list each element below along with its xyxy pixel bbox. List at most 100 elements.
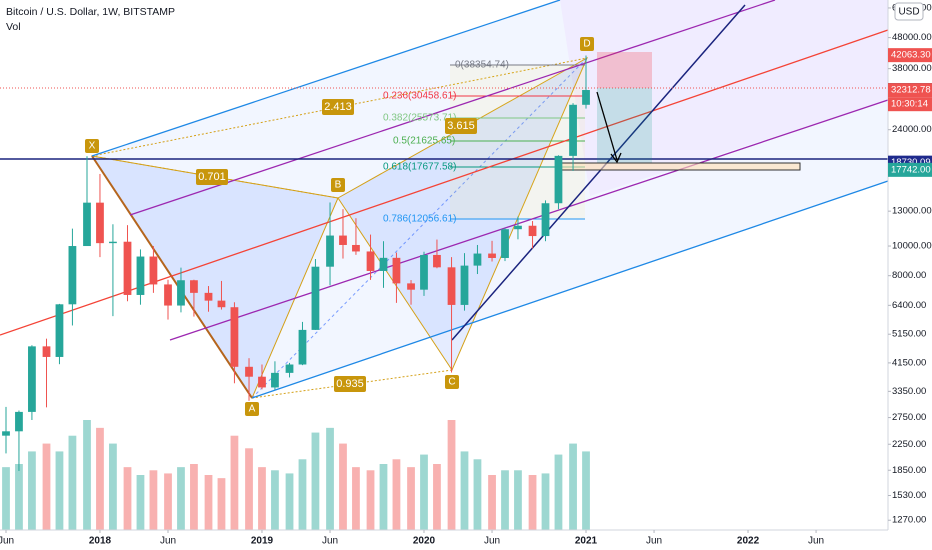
candle-body xyxy=(15,411,23,432)
channel-purple-lower xyxy=(169,99,889,341)
price-tag xyxy=(888,162,932,177)
ratio-label: 2.413 xyxy=(324,101,352,113)
candle-body xyxy=(96,202,104,244)
candle-body xyxy=(528,225,537,237)
volume-bar xyxy=(271,470,279,530)
candle-body xyxy=(177,280,185,306)
candle-body xyxy=(190,280,198,293)
volume-bar xyxy=(326,427,334,530)
volume-bar xyxy=(582,451,590,530)
fib-label: 0.236(30458.61) xyxy=(383,91,456,102)
volume-bar xyxy=(42,443,51,530)
volume-bar xyxy=(149,470,158,530)
volume-bar xyxy=(285,473,294,530)
channel-fill xyxy=(92,0,888,398)
y-tick-label: 1270.00 xyxy=(892,515,926,526)
candle-body xyxy=(123,241,132,295)
arrow-head xyxy=(610,152,622,164)
y-tick-label: 1530.00 xyxy=(892,490,926,501)
channel-purple-upper xyxy=(129,0,776,216)
candle-body xyxy=(420,254,428,290)
candle-body xyxy=(501,229,509,258)
point-badge xyxy=(85,139,99,153)
volume-bar xyxy=(245,448,253,530)
volume-bar xyxy=(420,454,428,530)
candle-body xyxy=(83,202,91,247)
volume-bar xyxy=(569,443,577,530)
volume-bar xyxy=(217,478,226,530)
candle-body xyxy=(136,256,145,295)
point-label: X xyxy=(89,141,96,152)
point-badge xyxy=(445,375,459,389)
volume-bar xyxy=(473,459,482,530)
volume-bar xyxy=(230,435,239,530)
countdown-label: 10:30:14 xyxy=(891,99,928,110)
price-tag-label: 17742.00 xyxy=(891,164,931,175)
y-tick-label: 24000.00 xyxy=(892,124,932,135)
candle-body xyxy=(366,251,375,271)
y-tick-label: 4150.00 xyxy=(892,357,926,368)
fib-label: 0.618(17677.58) xyxy=(383,162,456,173)
x-tick-label: 2022 xyxy=(737,536,760,547)
candle-body xyxy=(488,253,496,258)
candle-body xyxy=(311,266,320,330)
x-tick-label: Jun xyxy=(646,536,662,547)
fib-label: 0.382(25573.71) xyxy=(383,113,456,124)
x-tick-label: 2018 xyxy=(89,536,112,547)
ratio-label: 0.701 xyxy=(198,171,226,183)
y-tick-label: 8000.00 xyxy=(892,270,926,281)
currency-box xyxy=(894,2,924,21)
ratio-label: 0.935 xyxy=(336,378,364,390)
candle-body xyxy=(28,346,36,412)
point-badge xyxy=(331,178,345,192)
candle-body xyxy=(217,300,226,308)
candle-body xyxy=(473,253,482,266)
candle-body xyxy=(164,284,172,306)
price-tag-label: 32312.78 xyxy=(891,85,931,96)
stop-zone xyxy=(597,52,652,88)
point-label: C xyxy=(448,377,455,388)
volume-bar xyxy=(164,473,172,530)
candle-body xyxy=(460,265,469,305)
x-tick-label: 2020 xyxy=(413,536,436,547)
candle-body xyxy=(245,366,253,377)
candle-body xyxy=(447,267,456,305)
channel-fill-upper xyxy=(560,0,888,196)
ratio-badge xyxy=(445,118,477,134)
price-tag-label: 18730.09 xyxy=(891,157,931,168)
y-tick-label: 2750.00 xyxy=(892,412,926,423)
volume-bar xyxy=(109,443,117,530)
volume-bar xyxy=(258,467,266,530)
volume-bar xyxy=(528,475,537,530)
candle-body xyxy=(42,346,51,357)
volume-bar xyxy=(460,451,469,530)
candle-body xyxy=(271,372,279,388)
candle-body xyxy=(285,364,294,373)
candle-body xyxy=(55,304,64,357)
y-tick-label: 13000.00 xyxy=(892,206,932,217)
candle-body xyxy=(582,90,590,105)
volume-bar xyxy=(55,451,64,530)
x-tick-label: 2021 xyxy=(575,536,598,547)
volume-bar xyxy=(501,470,509,530)
volume-bar xyxy=(392,459,401,530)
y-tick-label: 2250.00 xyxy=(892,439,926,450)
candle-body xyxy=(352,244,360,252)
price-tag-label: 42063.30 xyxy=(891,50,931,61)
x-tick-label: Jun xyxy=(160,536,176,547)
point-label: D xyxy=(583,39,590,50)
volume-bar xyxy=(514,470,522,530)
volume-bar xyxy=(96,427,104,530)
drawings xyxy=(0,0,889,400)
price-tag xyxy=(888,48,932,63)
point-badge xyxy=(580,37,594,51)
candle-body xyxy=(230,307,239,367)
currency: USD xyxy=(898,7,919,18)
volume-bar xyxy=(433,464,441,530)
volume-bar xyxy=(339,443,347,530)
candle-body xyxy=(68,246,77,305)
leg-xa xyxy=(91,155,253,399)
x-tick-label: Jun xyxy=(484,536,500,547)
x-tick-label: Jun xyxy=(808,536,824,547)
